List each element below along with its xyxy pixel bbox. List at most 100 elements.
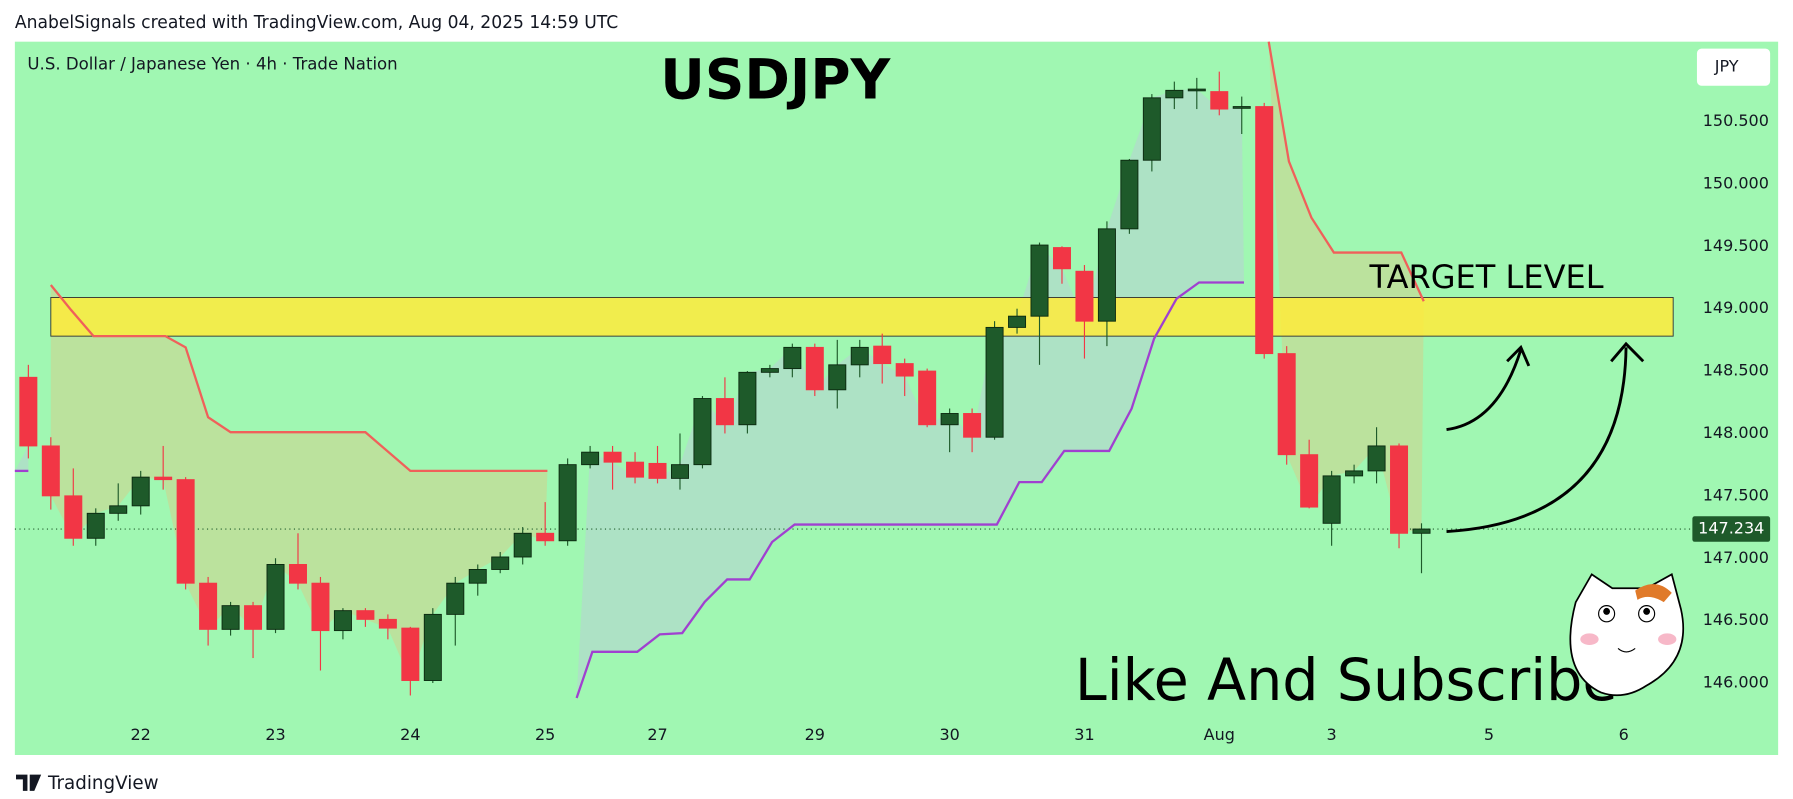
candle-body [333, 610, 352, 632]
candle-body [311, 582, 330, 632]
annotation: TARGET LEVEL [1369, 258, 1604, 296]
candle-body [199, 582, 218, 630]
candle-body [850, 346, 869, 366]
candle-body [1075, 270, 1094, 322]
annotation: Like And Subscribe [1075, 647, 1618, 714]
x-tick-label: 6 [1619, 725, 1629, 744]
candle-body [1165, 89, 1184, 99]
candle-body [940, 413, 959, 426]
candle-body [1142, 97, 1161, 161]
x-tick-label: 5 [1484, 725, 1494, 744]
candle-body [221, 605, 240, 630]
logo [16, 774, 42, 791]
candle-body [1300, 454, 1319, 508]
candle-body [468, 569, 487, 584]
candle-body [176, 479, 195, 584]
candle-body [1367, 445, 1386, 472]
x-tick-label: 31 [1074, 725, 1094, 744]
candle-body [670, 464, 689, 479]
indicator-line [49, 284, 548, 473]
sticker [1569, 573, 1685, 697]
arrow [1446, 349, 1523, 432]
arrow-head [1506, 344, 1531, 367]
candle-body [536, 532, 555, 542]
last-price-label: 147.234 [1698, 518, 1764, 537]
indicator-fill [50, 284, 548, 681]
candle-body [1255, 106, 1274, 355]
candle-body [266, 564, 285, 630]
candle-body [1097, 228, 1116, 322]
candle-body [828, 364, 847, 391]
x-tick-label: 22 [131, 725, 151, 744]
candle-body [895, 363, 914, 377]
currency-box[interactable] [1696, 48, 1771, 86]
candle-body [1120, 159, 1139, 230]
indicator-fill [1268, 41, 1424, 534]
y-tick-label: 149.500 [1703, 236, 1769, 255]
indicator-fill [576, 89, 1244, 698]
candle-body [131, 476, 150, 507]
candle-body [41, 445, 60, 497]
y-tick-label: 148.500 [1703, 361, 1769, 380]
y-tick-label: 150.500 [1703, 111, 1769, 130]
candle-body [109, 505, 128, 514]
candle-body [1277, 353, 1296, 456]
candle-body [760, 368, 779, 373]
candle-body [64, 495, 83, 539]
x-tick-label: 27 [647, 725, 667, 744]
candle-body [1030, 244, 1049, 317]
x-tick-label: 30 [939, 725, 959, 744]
footer: TradingView [47, 773, 159, 794]
candle-body [86, 512, 105, 539]
candle-body [356, 610, 375, 620]
target-zone [50, 297, 1674, 337]
symbol: U.S. Dollar / Japanese Yen · 4h · Trade … [27, 54, 397, 73]
header: AnabelSignals created with TradingView.c… [15, 13, 618, 33]
candle-body [446, 582, 465, 615]
candle-body [626, 461, 645, 478]
candle-body [873, 345, 892, 365]
indicator-line [1267, 41, 1425, 302]
candle-body [288, 564, 307, 584]
x-tick-label: 23 [265, 725, 285, 744]
candle-body [715, 398, 734, 426]
arrow-head [1610, 341, 1645, 363]
candle-body [963, 413, 982, 438]
candle-body [401, 627, 420, 681]
candle-body [985, 326, 1004, 438]
candle-body [378, 618, 397, 629]
currency: JPY [1714, 57, 1739, 76]
candle-body [603, 451, 622, 463]
indicator-line [575, 281, 1244, 699]
y-tick-label: 149.000 [1703, 298, 1769, 317]
candle-body [581, 451, 600, 466]
candle-body [1187, 88, 1206, 92]
candle-body [558, 464, 577, 542]
candle-body [693, 398, 712, 466]
y-tick-label: 147.500 [1703, 485, 1769, 504]
y-tick-label: 146.000 [1703, 672, 1769, 691]
candle-body [1008, 315, 1027, 328]
candle-body [1390, 445, 1409, 534]
x-tick-label: Aug [1204, 725, 1235, 744]
x-tick-label: 25 [535, 725, 555, 744]
candle-body [648, 462, 667, 479]
candle-body [1412, 528, 1431, 534]
candle-body [19, 376, 38, 447]
candle-body [1210, 91, 1229, 110]
x-tick-label: 24 [400, 725, 420, 744]
x-tick-label: 29 [805, 725, 825, 744]
candle-body [918, 370, 937, 426]
y-tick-label: 148.000 [1703, 423, 1769, 442]
candle-body [244, 605, 263, 630]
candle-body [805, 346, 824, 391]
title: USDJPY [660, 48, 891, 112]
candle-body [1345, 470, 1364, 477]
candle-body [154, 476, 173, 481]
arrow [1446, 347, 1628, 533]
x-tick-label: 3 [1327, 725, 1337, 744]
candle-body [738, 371, 757, 426]
y-tick-label: 147.000 [1703, 548, 1769, 567]
candle-body [513, 532, 532, 558]
